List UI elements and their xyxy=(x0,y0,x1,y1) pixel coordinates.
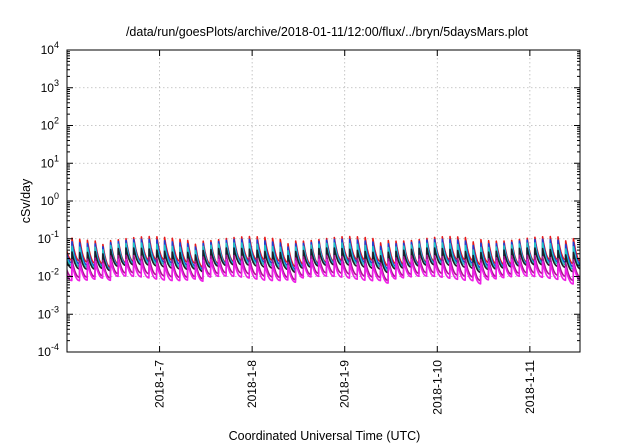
y-tick-label: 10-3 xyxy=(38,304,59,321)
y-tick-label: 101 xyxy=(41,153,59,170)
x-tick-label: 2018-1-11 xyxy=(523,360,537,414)
y-tick-label: 10-1 xyxy=(38,229,59,246)
x-tick-label: 2018-1-8 xyxy=(245,360,259,408)
y-tick-label: 104 xyxy=(41,40,59,57)
chart-title: /data/run/goesPlots/archive/2018-01-11/1… xyxy=(126,25,529,39)
x-tick-label: 2018-1-10 xyxy=(430,360,444,415)
y-tick-label: 103 xyxy=(41,78,59,95)
y-axis: 10-4 10-3 10-2 10-1 100 101 102 103 104 xyxy=(38,40,580,359)
x-tick-label: 2018-1-9 xyxy=(338,360,352,408)
plot-area xyxy=(67,235,580,285)
grid-lines xyxy=(67,50,580,352)
x-axis: 2018-1-7 2018-1-8 2018-1-9 2018-1-10 2018-1-… xyxy=(153,50,537,415)
y-tick-label: 100 xyxy=(41,191,59,208)
x-tick-label: 2018-1-7 xyxy=(153,360,167,408)
y-tick-label: 102 xyxy=(41,116,59,133)
x-axis-label: Coordinated Universal Time (UTC) xyxy=(229,429,421,443)
series-line xyxy=(67,258,580,285)
y-tick-label: 10-4 xyxy=(38,342,59,359)
series-line xyxy=(67,247,580,274)
y-axis-label: cSv/day xyxy=(19,178,33,223)
series-line xyxy=(67,254,580,282)
y-tick-label: 10-2 xyxy=(38,267,59,284)
